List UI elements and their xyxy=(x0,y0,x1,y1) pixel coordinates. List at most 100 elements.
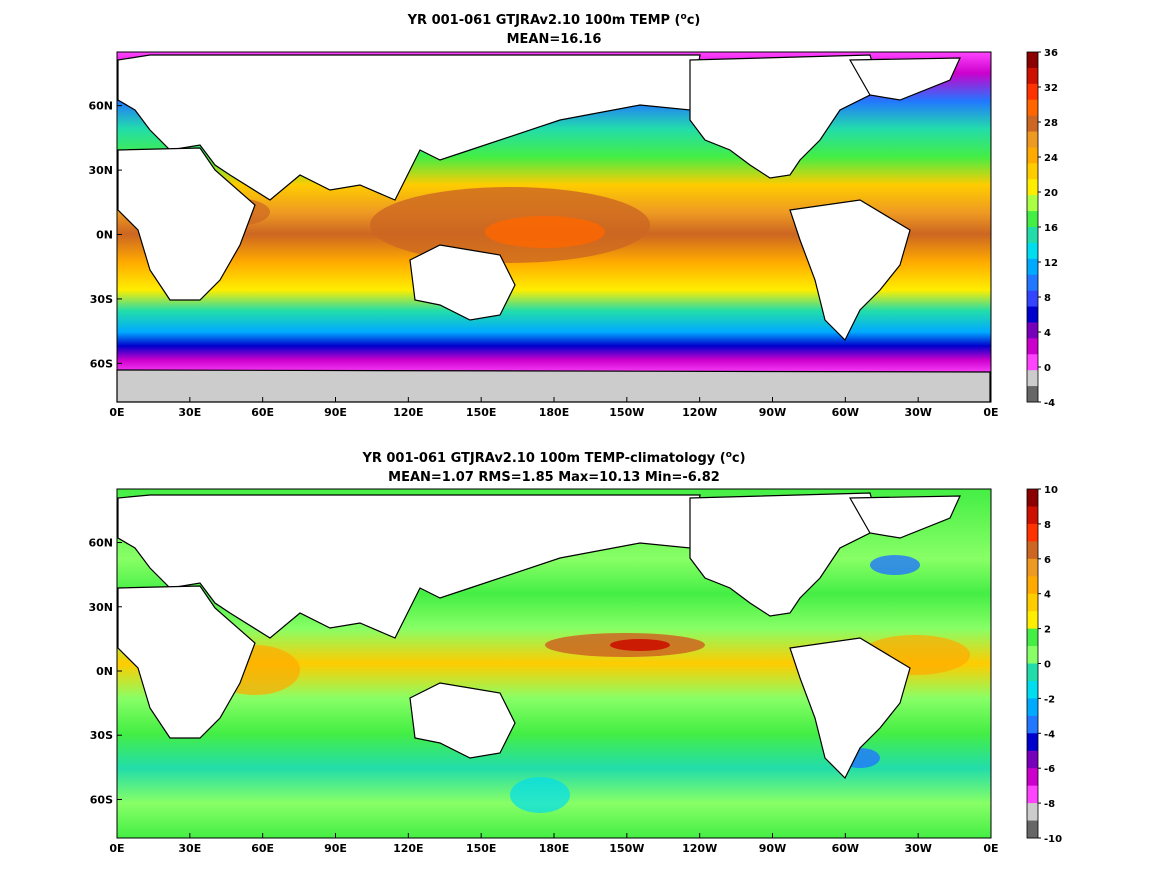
x-tick-label: 90W xyxy=(759,406,786,419)
colorbar-swatch xyxy=(1027,322,1038,339)
colorbar-swatch xyxy=(1027,733,1038,752)
colorbar-swatch xyxy=(1027,83,1038,101)
colorbar-swatch xyxy=(1027,274,1038,292)
colorbar-tick-label: 12 xyxy=(1044,258,1058,269)
x-tick-label: 60W xyxy=(832,406,859,419)
colorbar-swatch xyxy=(1027,680,1038,699)
africa-land xyxy=(117,585,256,739)
colorbar-tick-label: 36 xyxy=(1044,48,1058,59)
panel-top: YR 001-061 GTJRAv2.10 100m TEMP (oc) MEA… xyxy=(88,12,1057,419)
colorbar-swatch xyxy=(1027,258,1038,276)
x-tick-label: 90E xyxy=(324,406,347,419)
x-tick-label: 180E xyxy=(539,842,569,855)
colorbar-swatch xyxy=(1027,195,1038,212)
x-tick-label: 150W xyxy=(609,842,644,855)
x-tick-label: 120E xyxy=(393,406,423,419)
y-tick-label: 60N xyxy=(88,537,113,550)
colorbar-tick-label: 10 xyxy=(1044,485,1058,496)
colorbar-tick-label: -4 xyxy=(1044,398,1055,409)
x-axis: 0E 30E 60E 90E 120E 150E 180E 150W 120W 90W 60W 30W… xyxy=(109,397,999,419)
x-tick-label: 150E xyxy=(466,406,496,419)
x-tick-label: 60E xyxy=(251,406,274,419)
chart-subtitle: MEAN=1.07 RMS=1.85 Max=10.13 Min=-6.82 xyxy=(388,470,720,485)
colorbar-swatch xyxy=(1027,785,1038,804)
x-axis: 0E 30E 60E 90E 120E 150E 180E 150W 120W 90W 60W 30W… xyxy=(109,833,999,855)
x-tick-label: 60W xyxy=(832,842,859,855)
eurasia-land xyxy=(117,54,701,201)
colorbar-swatch xyxy=(1027,179,1038,196)
x-tick-label: 30W xyxy=(904,842,931,855)
colorbar-swatch xyxy=(1027,750,1038,769)
x-tick-label: 0E xyxy=(983,842,998,855)
colorbar-swatch xyxy=(1027,354,1038,371)
north-atlantic-cold xyxy=(870,555,920,575)
colorbar-swatch xyxy=(1027,506,1038,525)
colorbar-tick-label: 28 xyxy=(1044,118,1058,129)
y-tick-label: 30S xyxy=(90,293,113,306)
colorbar-swatch xyxy=(1027,541,1038,560)
colorbar-tick-label: 8 xyxy=(1044,520,1051,531)
colorbar-swatch xyxy=(1027,489,1038,507)
x-tick-label: 30E xyxy=(178,842,201,855)
colorbar-swatch xyxy=(1027,523,1038,542)
x-tick-label: 90E xyxy=(324,842,347,855)
colorbar-swatch xyxy=(1027,290,1038,308)
colorbar-swatch xyxy=(1027,211,1038,228)
colorbar-swatch xyxy=(1027,611,1038,630)
colorbar: 36 32 28 24 20 16 12 8 4 0 -4 xyxy=(1026,48,1058,409)
x-tick-label: 0E xyxy=(109,406,124,419)
warm-pool-core xyxy=(485,216,605,248)
x-tick-label: 120W xyxy=(682,842,717,855)
colorbar-swatch xyxy=(1027,593,1038,612)
colorbar-swatch xyxy=(1027,628,1038,647)
colorbar-tick-label: 20 xyxy=(1044,188,1058,199)
x-tick-label: 120W xyxy=(682,406,717,419)
colorbar-tick-label: 2 xyxy=(1044,625,1051,636)
colorbar-swatch xyxy=(1027,242,1038,260)
y-tick-label: 0N xyxy=(96,665,113,678)
australia-land xyxy=(409,682,516,759)
chart-subtitle: MEAN=16.16 xyxy=(507,32,602,47)
south-america-land xyxy=(789,199,911,342)
colorbar-swatch xyxy=(1027,646,1038,664)
colorbar-tick-label: 8 xyxy=(1044,293,1051,304)
panel-bottom: YR 001-061 GTJRAv2.10 100m TEMP-climatol… xyxy=(88,450,1062,855)
colorbar-swatch xyxy=(1027,663,1038,682)
y-tick-label: 0N xyxy=(96,229,113,242)
colorbar-tick-label: -10 xyxy=(1044,834,1062,845)
colorbar-tick-label: -8 xyxy=(1044,799,1055,810)
x-tick-label: 0E xyxy=(983,406,998,419)
colorbar-swatch xyxy=(1027,67,1038,85)
chart-title: YR 001-061 GTJRAv2.10 100m TEMP-climatol… xyxy=(361,450,745,466)
colorbar-swatch xyxy=(1027,803,1038,822)
africa-land xyxy=(117,147,256,301)
colorbar-tick-label: 24 xyxy=(1044,153,1058,164)
x-tick-label: 180E xyxy=(539,406,569,419)
colorbar-tick-label: -6 xyxy=(1044,764,1055,775)
y-axis: 60N 30N 0N 30S 60S xyxy=(88,100,122,370)
colorbar-swatch xyxy=(1027,147,1038,164)
y-tick-label: 60N xyxy=(88,100,113,113)
greenland-land xyxy=(848,57,961,101)
colorbar-swatch xyxy=(1027,370,1038,387)
colorbar-swatch xyxy=(1027,768,1038,787)
x-tick-label: 150W xyxy=(609,406,644,419)
x-tick-label: 30E xyxy=(178,406,201,419)
colorbar-swatch xyxy=(1027,115,1038,133)
colorbar-tick-label: 0 xyxy=(1044,660,1051,671)
greenland-land xyxy=(848,495,961,539)
y-axis: 60N 30N 0N 30S 60S xyxy=(88,537,122,806)
colorbar-swatch xyxy=(1027,386,1038,403)
y-tick-label: 30N xyxy=(88,164,113,177)
chart-title: YR 001-061 GTJRAv2.10 100m TEMP (oc) xyxy=(407,12,701,28)
colorbar-swatch xyxy=(1027,820,1038,839)
x-tick-label: 0E xyxy=(109,842,124,855)
colorbar-tick-label: 4 xyxy=(1044,328,1051,339)
south-america-land xyxy=(789,637,911,780)
y-tick-label: 30N xyxy=(88,601,113,614)
y-tick-label: 60S xyxy=(90,793,113,806)
colorbar-swatch xyxy=(1027,131,1038,148)
colorbar-swatch xyxy=(1027,99,1038,117)
colorbar-swatch xyxy=(1027,163,1038,180)
